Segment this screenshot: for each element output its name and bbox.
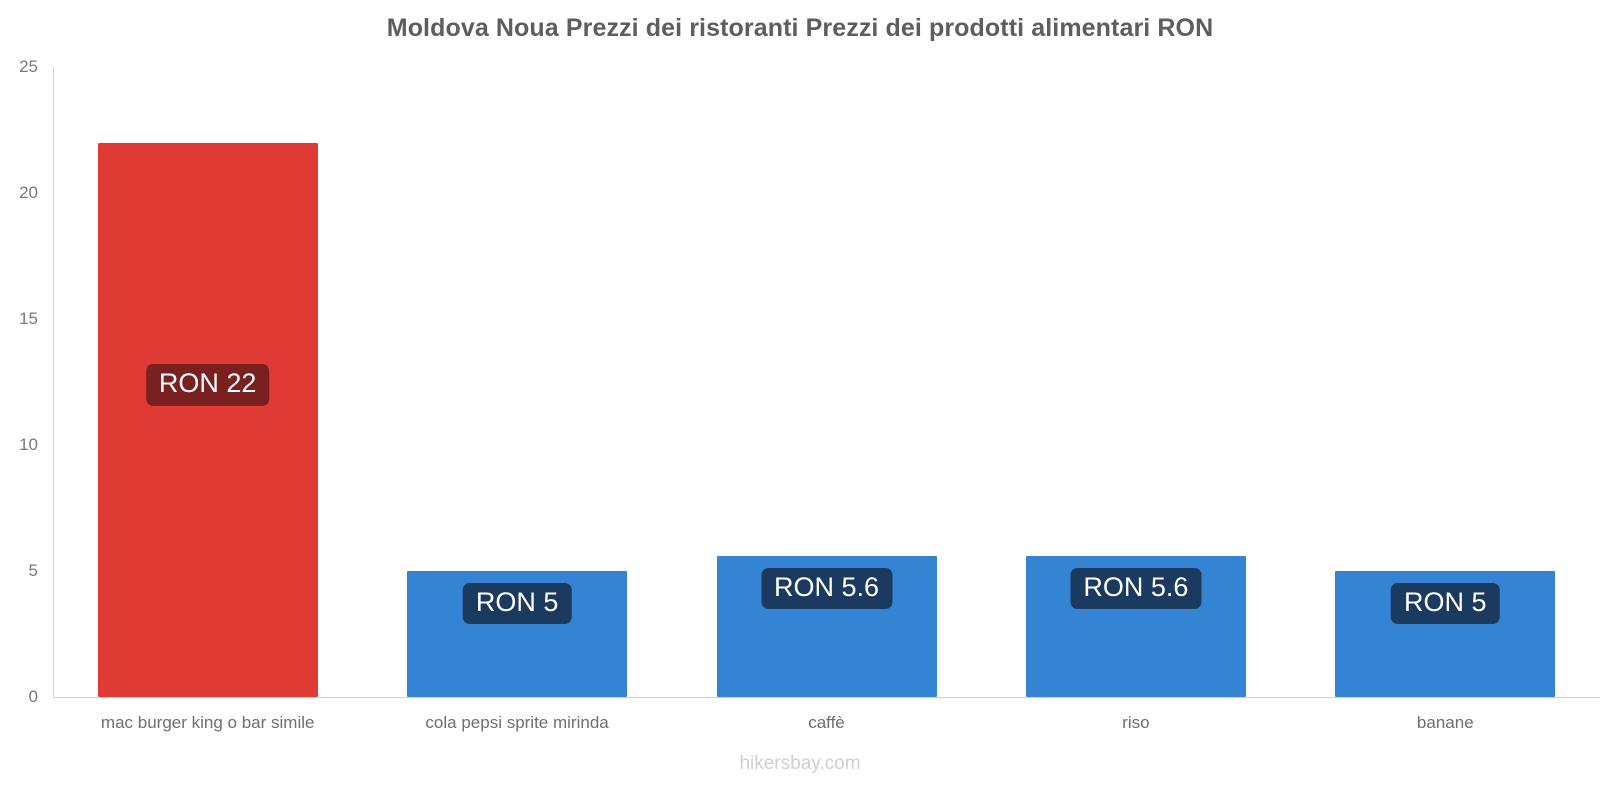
y-tick-label: 10: [19, 435, 38, 454]
y-tick-label: 25: [19, 57, 38, 76]
bar-value-label: RON 22: [145, 364, 270, 406]
bar-group[interactable]: RON 5.6: [716, 555, 937, 697]
bar-value-label: RON 5: [1391, 583, 1500, 625]
footer-watermark: hikersbay.com: [739, 753, 861, 774]
chart-title: Moldova Noua Prezzi dei ristoranti Prezz…: [386, 14, 1214, 42]
bar-value-label: RON 5.6: [1070, 567, 1202, 610]
x-tick-label: caffè: [808, 713, 845, 732]
x-tick-label: cola pepsi sprite mirinda: [425, 713, 609, 732]
bar-group[interactable]: RON 5.6: [1025, 555, 1246, 697]
x-axis-line: [53, 697, 1600, 698]
x-tick-label: riso: [1122, 713, 1150, 732]
bar-value-label: RON 5.6: [760, 567, 893, 610]
y-tick-label: 15: [19, 309, 38, 328]
y-axis-line: [53, 67, 54, 697]
y-tick-label: 5: [28, 561, 38, 580]
x-tick-label: mac burger king o bar simile: [100, 713, 315, 732]
x-tick-label: banane: [1416, 713, 1474, 732]
y-axis-ticks: 25 20 15 10 5 0: [0, 57, 1600, 706]
bar-group[interactable]: RON 5: [1335, 571, 1556, 697]
y-tick-label: 0: [28, 687, 38, 706]
bar-value-label: RON 5: [462, 583, 572, 625]
y-tick-label: 20: [19, 183, 38, 202]
bar-group[interactable]: RON 5: [407, 571, 628, 697]
bar-group[interactable]: RON 22: [97, 142, 318, 697]
bar[interactable]: [97, 142, 318, 697]
plot-area: RON 22 RON 5 RON 5.6 RON 5.6 RON 5: [53, 67, 1600, 697]
